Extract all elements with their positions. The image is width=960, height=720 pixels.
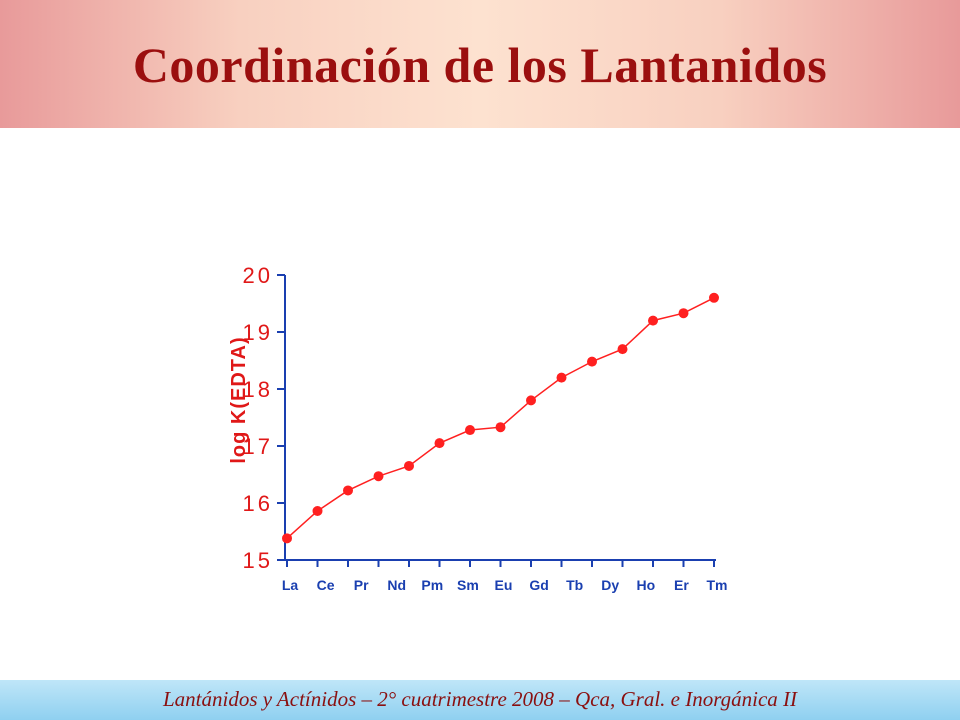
data-point xyxy=(343,485,353,496)
x-tick-label: Sm xyxy=(457,577,479,593)
data-point xyxy=(556,372,567,383)
y-tick-label: 16 xyxy=(243,491,273,516)
y-axis-label: log K(EDTA) xyxy=(228,336,250,463)
y-tick-label: 17 xyxy=(243,434,273,459)
data-point xyxy=(648,315,658,326)
x-tick-label: Tb xyxy=(566,577,583,593)
y-tick-label: 15 xyxy=(243,548,273,573)
data-point xyxy=(282,533,292,544)
data-point xyxy=(404,460,414,471)
data-point xyxy=(709,292,719,303)
data-point xyxy=(617,344,628,355)
data-point xyxy=(678,308,689,319)
data-line xyxy=(286,297,715,539)
x-tick-label: Eu xyxy=(495,577,513,593)
y-tick-label: 18 xyxy=(243,377,273,402)
header-band: Coordinación de los Lantanidos xyxy=(0,0,960,128)
y-tick-label: 19 xyxy=(243,320,273,345)
x-tick-label: Ho xyxy=(636,577,655,593)
footer-band: Lantánidos y Actínidos – 2° cuatrimestre… xyxy=(0,680,960,720)
x-tick-label: Dy xyxy=(601,577,619,593)
x-tick-label: Tm xyxy=(707,577,728,593)
x-tick-label: Pm xyxy=(421,577,443,593)
data-point xyxy=(526,395,536,406)
footer-text: Lantánidos y Actínidos – 2° cuatrimestre… xyxy=(162,687,798,711)
data-point xyxy=(495,422,506,433)
data-point xyxy=(312,505,323,516)
x-tick-label: Gd xyxy=(529,577,548,593)
x-tick-label: Ce xyxy=(317,577,335,593)
x-tick-label: Nd xyxy=(387,577,406,593)
data-point xyxy=(373,471,384,482)
x-tick-label: Pr xyxy=(354,577,369,593)
data-point xyxy=(465,425,475,436)
x-tick-label: Er xyxy=(674,577,689,593)
x-tick-label: La xyxy=(282,577,299,593)
data-point xyxy=(587,356,597,367)
data-point xyxy=(434,438,445,449)
y-tick-label: 20 xyxy=(243,263,273,288)
slide-title: Coordinación de los Lantanidos xyxy=(132,37,828,93)
